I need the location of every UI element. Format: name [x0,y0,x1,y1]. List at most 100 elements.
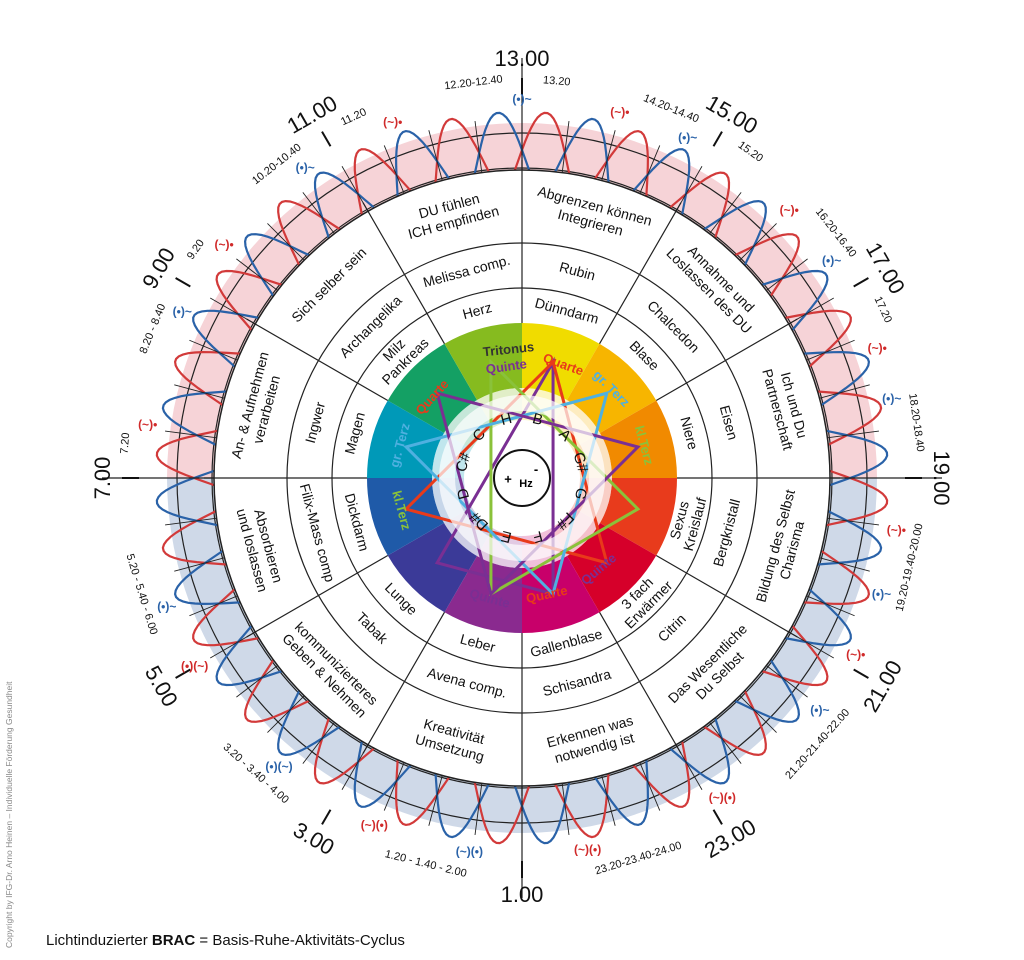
wave-tick [798,592,855,617]
copyright-note: Copyright by IFG-Dr. Arno Heinen – Indiv… [4,681,14,948]
wave-symbol: (•)(~) [265,760,292,774]
wave-symbol: (~)• [846,648,865,662]
note-label: G# [570,450,592,474]
wave-tick [759,660,808,698]
interval-triangle [435,391,641,597]
wave-symbol: (~)(•) [361,818,388,832]
wave-tick [811,555,870,572]
hour-label: 13.00 [494,46,549,71]
caption-brac: BRAC [151,932,196,949]
subtime-label: 13.20 [542,74,570,88]
wave-symbol: (~)• [887,523,906,537]
wave-tick [236,258,285,296]
wave-symbol: (•)~ [872,587,891,601]
subtime-label: 11.20 [339,106,368,128]
color-segment [367,400,445,478]
wave-symbol: (•)~ [678,130,697,144]
sector-divider [362,202,446,345]
wave-tick [474,775,484,835]
wave-symbol: (~)(•) [574,842,601,856]
color-segment [387,523,477,613]
wave-symbol: (•)~ [822,253,841,267]
wave-tick [302,715,340,764]
color-segment [599,478,677,556]
note-label: E [499,527,513,546]
note-label: F [531,527,544,546]
note-label: C# [453,450,475,474]
sector-divider [655,554,798,638]
subtime-label: 9.20 [185,237,207,261]
interval-triangle [403,391,609,597]
wave-tick [819,516,879,526]
wave-symbol: (•)~ [882,392,901,406]
rest-band [167,478,877,833]
sector-divider [598,611,682,754]
center-core [493,449,551,507]
subtime-label: 21.20-21.40-22.00 [783,707,852,782]
wave-symbol: (~)(•) [709,791,736,805]
wave-tick [174,555,233,572]
interval-triangle [434,356,555,596]
hour-label: 19.00 [929,450,954,505]
wave-tick [599,130,616,189]
hour-tick [321,131,332,147]
hour-label: 15.00 [702,90,762,139]
hour-label: 7.00 [90,457,115,500]
wave-tick [165,516,225,526]
hour-label: 21.00 [858,656,907,716]
subtime-label: 7.20 [119,432,133,454]
hour-tick [175,668,191,679]
wave-symbol: (•)~ [173,304,192,318]
center-hz-label: Hz [519,478,533,490]
wave-symbol: (•)(~) [181,659,208,673]
hour-tick [712,131,723,147]
wave-tick [560,775,570,835]
wave-tick [636,145,661,202]
note-label: B [531,410,545,429]
hour-tick [712,809,723,825]
wave-tick [733,689,777,733]
wave-tick [474,121,484,181]
color-segment [387,343,477,433]
wave-tick [189,592,246,617]
color-segment [367,478,445,556]
wave-symbol: (•)~ [810,703,829,717]
color-segment [522,555,600,633]
wave-tick [704,192,742,241]
color-segment [567,523,657,613]
hour-label: 5.00 [140,661,183,711]
wave-tick [599,767,616,826]
subtime-label: 14.20-14.40 [642,92,701,125]
note-label: H [499,410,514,429]
subtime-label: 17.20 [872,295,895,325]
interval-figures [403,356,641,597]
note-track [439,395,605,561]
subtime-label: 18.20-18.40 [906,393,926,453]
wave-symbol: (•)~ [157,599,176,613]
sector-divider [655,318,798,402]
wave-tick [267,223,311,267]
subtime-label: 16.20-16.40 [813,206,859,260]
sector-divider [598,202,682,345]
center-plus: + [504,471,512,486]
subtime-label: 15.20 [736,139,765,165]
color-segment [444,323,522,401]
wave-symbol: (~)• [138,418,157,432]
hour-tick [853,668,869,679]
activity-band [167,123,877,478]
wave-symbol: (~)• [610,105,629,119]
wave-tick [267,689,311,733]
wave-tick [759,258,808,296]
wave-tick [560,121,570,181]
wave-symbol: (~)(•) [456,844,483,858]
wave-tick [704,715,742,764]
hour-label: 3.00 [289,817,339,860]
hour-tick [321,809,332,825]
wave-tick [428,130,445,189]
caption-equals: = [195,932,213,949]
wave-tick [383,754,408,811]
wave-tick [174,384,233,401]
center-minus: - [534,461,538,476]
wave-tick [636,754,661,811]
